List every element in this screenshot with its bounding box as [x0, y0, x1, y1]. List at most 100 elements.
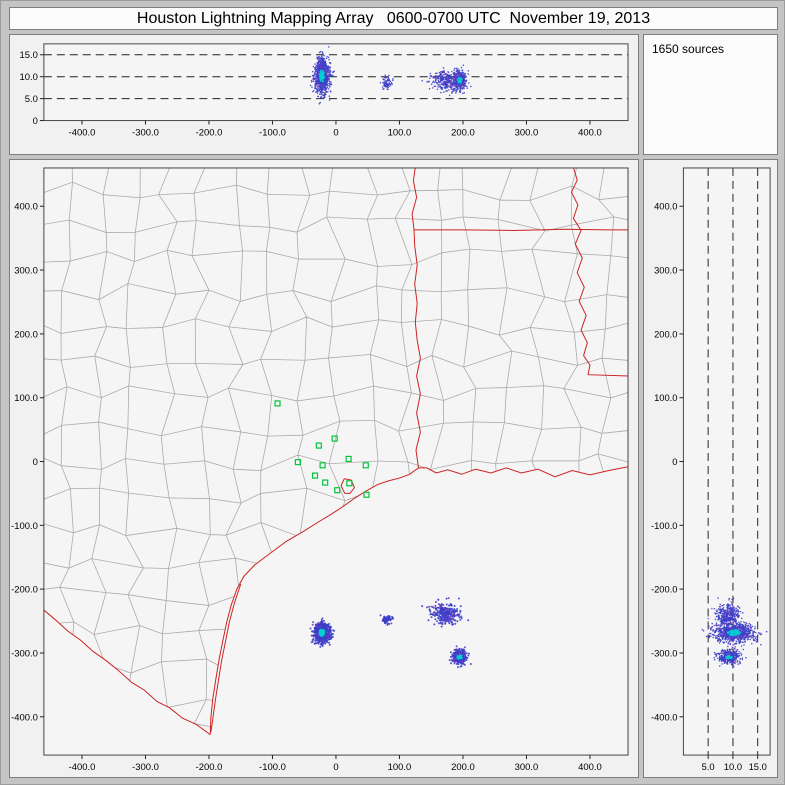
lightning-point: [317, 69, 320, 72]
lightning-point: [744, 629, 747, 632]
lightning-point: [448, 612, 451, 615]
altitude-ew-plot[interactable]: -400.0 -300.0 -200.0 -100.0 0 100.0 200.0 300.0…: [10, 35, 638, 154]
lightning-point: [316, 56, 319, 59]
lightning-point: [429, 75, 432, 77]
lightning-point: [716, 634, 718, 637]
lightning-point: [718, 629, 721, 632]
lightning-point: [452, 609, 455, 612]
lightning-point: [314, 77, 317, 80]
lightning-point: [388, 85, 391, 88]
altitude-ns-panel: 5.0 10.0 15.0 400.0 300.0 200.0 100.0 0 -100.0 -2…: [643, 159, 778, 778]
lightning-point: [735, 627, 737, 629]
lightning-point: [458, 647, 461, 650]
lightning-point: [735, 657, 737, 659]
lightning-point: [463, 649, 466, 652]
lightning-point: [450, 658, 453, 661]
lightning-point: [311, 90, 314, 93]
lightning-point: [728, 661, 731, 664]
lightning-point: [437, 614, 440, 617]
lightning-point: [318, 102, 321, 105]
lightning-point: [723, 615, 726, 617]
lightning-point: [329, 74, 331, 77]
lightning-point: [328, 66, 331, 68]
lightning-point: [314, 626, 317, 629]
lightning-point: [390, 622, 393, 625]
lightning-point: [715, 615, 718, 618]
lightning-point: [745, 656, 747, 659]
lightning-point: [455, 648, 458, 651]
lightning-point: [436, 76, 439, 78]
lightning-point: [452, 72, 454, 75]
lightning-point: [313, 89, 315, 92]
lightning-point: [456, 657, 459, 660]
plan-view-panel: -400.0 -300.0 -200.0 -100.0 0 100.0 200.0 300.0…: [9, 159, 639, 778]
lightning-point: [313, 642, 316, 645]
lightning-point: [455, 84, 458, 87]
lightning-point: [733, 661, 736, 663]
lightning-point: [719, 627, 721, 630]
lightning-point: [723, 612, 726, 615]
lma-station-marker: [274, 400, 281, 407]
lightning-point: [470, 85, 472, 88]
lightning-point: [439, 605, 442, 608]
plan-view-plot[interactable]: -400.0 -300.0 -200.0 -100.0 0 100.0 200.0 300.0…: [10, 160, 638, 777]
lightning-point: [381, 86, 384, 88]
lightning-point: [711, 622, 713, 625]
lightning-point: [737, 606, 740, 608]
lightning-point: [316, 77, 318, 79]
lightning-point: [718, 633, 720, 636]
lightning-point: [726, 653, 729, 656]
lightning-point: [747, 625, 749, 628]
lightning-point: [448, 85, 450, 88]
lightning-point: [318, 69, 321, 72]
lightning-point: [439, 621, 442, 624]
lightning-point: [323, 95, 326, 98]
lightning-point: [324, 61, 326, 64]
lightning-point: [452, 612, 455, 615]
lightning-point: [467, 73, 470, 75]
lightning-point: [721, 655, 723, 657]
lightning-point: [722, 622, 724, 625]
lightning-point: [735, 640, 738, 643]
lightning-point: [310, 79, 313, 82]
lightning-point: [713, 607, 716, 610]
lightning-point: [456, 78, 459, 81]
lightning-point: [429, 77, 431, 79]
lma-stations-layer: [274, 400, 370, 498]
lightning-point: [729, 652, 732, 654]
lightning-point: [459, 661, 462, 664]
lightning-point: [725, 609, 728, 612]
lightning-point: [440, 78, 443, 81]
lightning-point: [744, 636, 747, 639]
lightning-point: [456, 607, 459, 610]
lightning-point: [387, 77, 390, 79]
lightning-point: [718, 608, 721, 611]
lightning-point: [311, 86, 313, 88]
lightning-point: [434, 75, 437, 77]
lightning-point: [448, 622, 451, 625]
lightning-point: [379, 81, 382, 84]
lightning-point: [742, 641, 744, 644]
lightning-point: [383, 615, 386, 618]
lightning-point: [721, 610, 723, 612]
lightning-point: [447, 71, 449, 73]
lightning-point: [727, 642, 730, 645]
lightning-point: [717, 597, 719, 599]
lightning-point: [716, 612, 718, 615]
lightning-point: [754, 639, 756, 642]
lightning-point: [312, 80, 315, 83]
altitude-ns-plot[interactable]: 5.0 10.0 15.0400.0300.0200.0100.00-100.0-2…: [644, 160, 777, 777]
lightning-point: [734, 611, 737, 613]
x-axis-tick-label: 0: [333, 126, 338, 137]
lightning-point: [454, 79, 456, 82]
lightning-point: [448, 81, 451, 83]
lightning-point: [451, 86, 453, 88]
lightning-point: [392, 78, 394, 80]
lightning-point: [453, 69, 455, 71]
lightning-point: [733, 608, 736, 611]
plot-area-bg: [683, 167, 771, 756]
lightning-point: [458, 79, 461, 82]
lightning-point: [329, 630, 332, 633]
lightning-point: [317, 95, 320, 98]
lightning-point: [384, 622, 387, 625]
